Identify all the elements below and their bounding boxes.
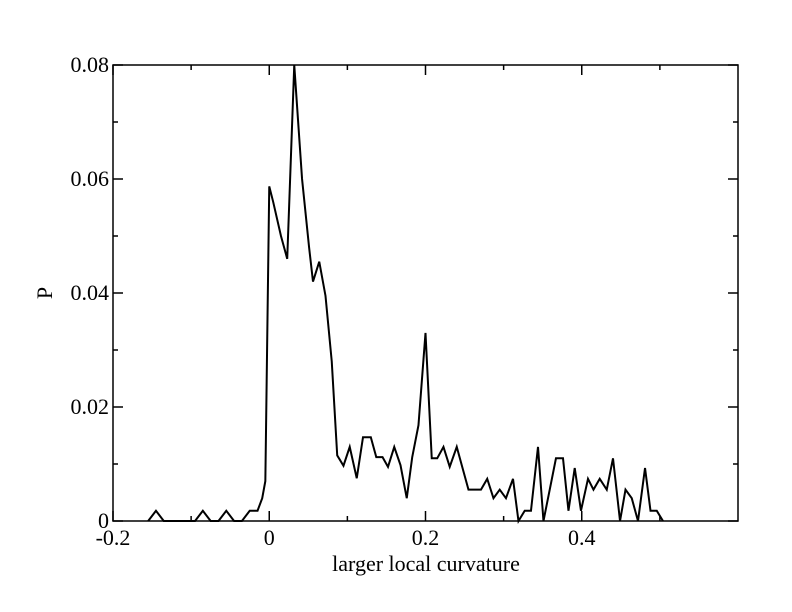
y-tick-label: 0.08 <box>71 52 110 77</box>
data-line <box>147 64 664 524</box>
y-tick-label: 0.02 <box>71 394 110 419</box>
y-tick-label: 0 <box>98 508 109 533</box>
x-tick-label: 0.2 <box>412 525 440 550</box>
y-tick-label: 0.06 <box>71 166 110 191</box>
x-tick-label: -0.2 <box>96 525 131 550</box>
x-axis-label: larger local curvature <box>332 551 520 576</box>
x-tick-label: 0.4 <box>568 525 596 550</box>
y-tick-label: 0.04 <box>71 280 110 305</box>
x-tick-label: 0 <box>264 525 275 550</box>
plot-frame <box>112 64 739 522</box>
y-axis-label: P <box>32 287 57 299</box>
